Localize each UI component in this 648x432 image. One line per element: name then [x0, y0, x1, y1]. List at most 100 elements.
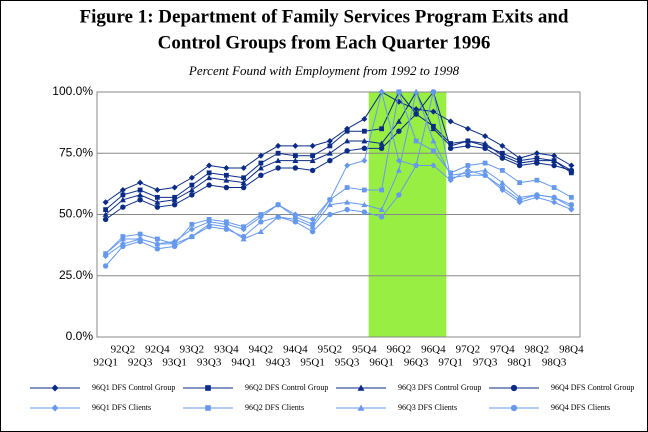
- marker: [361, 138, 368, 144]
- marker: [378, 206, 385, 212]
- marker: [327, 157, 333, 164]
- marker: [344, 162, 351, 169]
- marker: [137, 238, 143, 245]
- x-tick-label: 95Q1: [300, 357, 324, 369]
- marker: [430, 125, 437, 132]
- marker: [223, 177, 230, 183]
- marker: [395, 167, 402, 173]
- x-tick-label: 94Q4: [283, 344, 308, 356]
- marker: [568, 162, 575, 169]
- marker: [171, 196, 178, 203]
- marker: [154, 240, 161, 247]
- marker: [551, 162, 557, 169]
- marker: [119, 187, 126, 193]
- marker: [137, 187, 143, 193]
- marker: [223, 164, 230, 171]
- x-tick-label: 96Q2: [387, 344, 411, 356]
- marker: [568, 167, 575, 174]
- legend-label: 96Q1 DFS Clients: [92, 403, 151, 412]
- series-line: [105, 91, 572, 203]
- marker: [206, 182, 212, 188]
- chart-title: Control Groups from Each Quarter 1996: [158, 32, 491, 53]
- marker: [275, 165, 281, 171]
- marker: [275, 157, 282, 163]
- marker: [378, 89, 385, 95]
- marker: [357, 384, 365, 391]
- x-tick-label: 98Q1: [507, 357, 531, 369]
- marker: [361, 209, 368, 215]
- x-tick-label: 97Q2: [456, 344, 480, 356]
- marker: [413, 89, 420, 95]
- marker: [189, 233, 195, 240]
- marker: [258, 212, 264, 217]
- marker: [154, 194, 160, 200]
- y-tick-label: 25.0%: [59, 268, 93, 282]
- legend-label: 96Q2 DFS Clients: [245, 403, 304, 412]
- marker: [568, 202, 575, 208]
- marker: [102, 250, 109, 257]
- x-tick-label: 92Q4: [145, 344, 170, 356]
- marker: [499, 168, 505, 173]
- marker: [482, 133, 489, 140]
- marker: [551, 194, 557, 201]
- marker: [326, 201, 333, 208]
- marker: [241, 175, 247, 181]
- x-tick-label: 93Q1: [162, 357, 186, 369]
- marker: [510, 404, 518, 412]
- legend-label: 96Q3 DFS Clients: [398, 403, 457, 412]
- series-line: [105, 90, 572, 255]
- marker: [154, 204, 161, 210]
- marker: [499, 142, 506, 149]
- marker: [102, 216, 109, 223]
- marker: [223, 184, 230, 191]
- marker: [447, 175, 454, 181]
- marker: [499, 155, 506, 161]
- marker: [568, 194, 574, 200]
- marker: [395, 118, 402, 124]
- marker: [275, 142, 282, 149]
- x-tick-label: 96Q1: [369, 357, 393, 369]
- marker: [327, 197, 333, 203]
- x-tick-label: 96Q4: [421, 344, 446, 356]
- marker: [465, 172, 471, 178]
- marker: [103, 207, 109, 212]
- marker: [499, 184, 506, 191]
- chart-subtitle: Percent Found with Employment from 1992 …: [188, 63, 460, 78]
- marker: [413, 111, 419, 117]
- marker: [344, 206, 350, 213]
- marker: [275, 150, 281, 156]
- marker: [205, 385, 211, 391]
- marker: [534, 192, 540, 198]
- marker: [551, 199, 558, 206]
- marker: [379, 187, 385, 193]
- marker: [189, 192, 195, 198]
- legend-label: 96Q4 DFS Clients: [551, 403, 610, 412]
- marker: [326, 138, 333, 144]
- marker: [206, 162, 213, 169]
- series-line: [105, 90, 572, 255]
- marker: [361, 145, 368, 152]
- marker: [292, 153, 298, 159]
- marker: [326, 150, 333, 156]
- marker: [551, 185, 557, 190]
- x-tick-label: 92Q3: [128, 357, 153, 369]
- marker: [309, 228, 316, 235]
- marker: [510, 384, 518, 392]
- marker: [206, 217, 212, 222]
- marker: [292, 219, 299, 225]
- marker: [413, 138, 419, 144]
- marker: [206, 224, 212, 230]
- x-tick-label: 98Q4: [559, 344, 584, 356]
- marker: [171, 184, 178, 191]
- series-line: [105, 91, 572, 257]
- marker: [396, 192, 402, 198]
- marker: [517, 180, 523, 186]
- marker: [292, 157, 299, 163]
- x-tick-label: 93Q3: [197, 357, 222, 369]
- marker: [379, 126, 385, 132]
- marker: [551, 152, 558, 159]
- marker: [361, 128, 367, 134]
- marker: [361, 115, 368, 122]
- marker: [464, 125, 471, 132]
- marker: [344, 138, 351, 144]
